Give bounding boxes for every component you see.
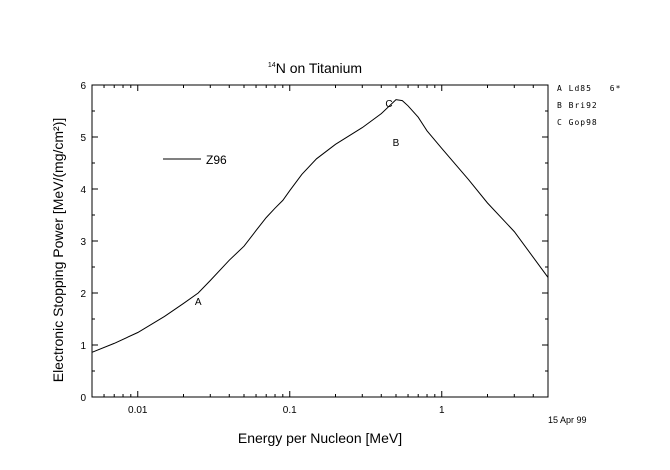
plot-frame bbox=[91, 84, 549, 398]
legend: Z96 bbox=[163, 153, 227, 167]
x-axis-label: Energy per Nucleon [MeV] bbox=[238, 430, 402, 446]
chart-title-text: N on Titanium bbox=[276, 60, 362, 76]
side-legend-extra-a: 6* bbox=[609, 84, 622, 93]
y-tick-label: 2 bbox=[80, 289, 86, 300]
y-tick-label: 0 bbox=[80, 393, 86, 404]
side-legend-item: A Ld85 6* bbox=[557, 84, 621, 93]
x-tick-label: 0.01 bbox=[128, 405, 148, 416]
side-legend-marker-b: B bbox=[557, 101, 563, 110]
legend-label-z96: Z96 bbox=[206, 153, 227, 167]
series-line-z96 bbox=[91, 99, 549, 353]
data-point-b: B bbox=[393, 138, 400, 149]
x-tick-label: 1 bbox=[439, 405, 445, 416]
data-point-a: A bbox=[195, 297, 202, 308]
y-tick-label: 5 bbox=[80, 133, 86, 144]
side-legend-item: C Gop98 bbox=[557, 118, 598, 127]
chart-title-superscript: 14 bbox=[268, 62, 276, 69]
side-legend-marker-c: C bbox=[557, 118, 563, 127]
y-axis-label: Electronic Stopping Power [MeV/(mg/cm²)] bbox=[50, 118, 66, 383]
y-tick-label: 4 bbox=[80, 185, 86, 196]
date-stamp: 15 Apr 99 bbox=[548, 415, 587, 425]
x-tick-label: 0.1 bbox=[283, 405, 297, 416]
data-point-c: C bbox=[385, 99, 392, 110]
y-tick-label: 3 bbox=[80, 237, 86, 248]
y-tick-label: 1 bbox=[80, 341, 86, 352]
chart-title: 14N on Titanium bbox=[268, 60, 362, 76]
y-tick-label: 6 bbox=[80, 81, 86, 92]
side-legend-marker-a: A bbox=[557, 84, 563, 93]
side-legend-text-b: Bri92 bbox=[568, 101, 598, 110]
side-legend-text-c: Gop98 bbox=[568, 118, 598, 127]
side-legend-text-a: Ld85 bbox=[568, 84, 592, 93]
side-legend-item: B Bri92 bbox=[557, 101, 598, 110]
